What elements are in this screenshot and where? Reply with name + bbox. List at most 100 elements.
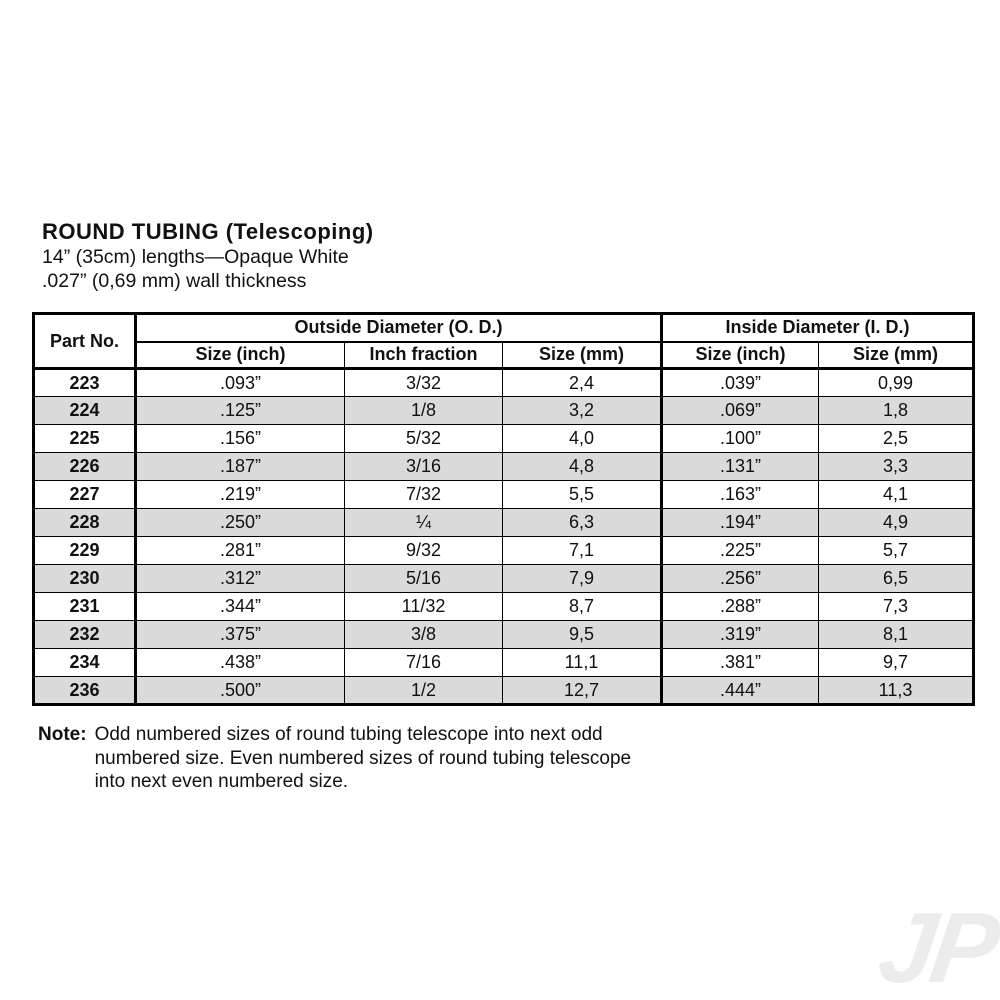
table-cell: .069” [661,396,820,425]
cell-part-no: 236 [33,676,137,705]
column-header-od-size-mm: Size (mm) [501,341,664,370]
table-cell: 11,3 [818,676,975,705]
cell-part-no: 228 [33,508,137,537]
table-cell: 1,8 [818,396,975,425]
table-cell: 4,9 [818,508,975,537]
table-cell: 7,1 [501,536,664,565]
table-cell: .312” [135,564,345,593]
table-cell: .125” [135,396,345,425]
table-cell: 3,2 [501,396,664,425]
table-cell: .500” [135,676,345,705]
table-cell: 7,9 [501,564,664,593]
note-label: Note: [38,724,87,745]
table-cell: .093” [135,368,345,397]
table-row: 228.250” ¼ 6,3.194” 4,9 [33,508,975,537]
table-cell: .288” [661,592,820,621]
cell-part-no: 226 [33,452,137,481]
note-text: Odd numbered sizes of round tubing teles… [94,724,632,792]
table-cell: .194” [661,508,820,537]
table-cell: 3/16 [344,452,503,481]
table-cell: 9,5 [501,620,664,649]
table-cell: 0,99 [818,368,975,397]
table-row: 231.344” 11/32 8,7.288” 7,3 [33,592,975,621]
table-cell: 9,7 [818,648,975,677]
table-row: 226.187” 3/16 4,8.131” 3,3 [33,452,975,481]
table-cell: 7/16 [344,648,503,677]
table-subheader-row: Size (inch) Inch fraction Size (mm) Size… [34,341,975,370]
table-cell: .219” [135,480,345,509]
tubing-size-table: Part No. Outside Diameter (O. D.) Inside… [32,312,976,706]
table-body: 223.093” 3/32 2,4.039” 0,99 224.125” 1/8 3,2.0… [33,368,975,705]
table-row: 230.312” 5/16 7,9.256” 6,5 [33,564,975,593]
table-cell: 9/32 [344,536,503,565]
table-cell: .438” [135,648,345,677]
table-group-header-row: Part No. Outside Diameter (O. D.) Inside… [33,313,975,370]
note: Note: Odd numbered sizes of round tubing… [38,723,657,794]
subtitle-wall-thickness: .027” (0,69 mm) wall thickness [42,270,307,292]
table-row: 232.375” 3/8 9,5.319” 8,1 [33,620,975,649]
column-header-part-no: Part No. [33,313,137,370]
table-cell: ¼ [344,508,503,537]
cell-part-no: 223 [33,368,137,397]
table-cell: 11,1 [501,648,664,677]
table-cell: .381” [661,648,820,677]
subtitle-lengths: 14” (35cm) lengths—Opaque White [42,246,349,268]
table-cell: 8,1 [818,620,975,649]
table-cell: .375” [135,620,345,649]
column-group-outside-diameter: Outside Diameter (O. D.) [134,313,664,343]
table-cell: 2,5 [818,424,975,453]
table-row: 225.156” 5/32 4,0.100” 2,5 [33,424,975,453]
table-cell: .281” [135,536,345,565]
table-cell: .163” [661,480,820,509]
page-title: ROUND TUBING (Telescoping) [42,219,374,244]
cell-part-no: 229 [33,536,137,565]
column-header-od-inch-fraction: Inch fraction [344,341,503,370]
table-cell: .256” [661,564,820,593]
table-cell: 5,7 [818,536,975,565]
table-cell: 1/8 [344,396,503,425]
table-cell: 7/32 [344,480,503,509]
table-cell: 12,7 [501,676,664,705]
table-row: 234.438” 7/16 11,1.381” 9,7 [33,648,975,677]
cell-part-no: 224 [33,396,137,425]
table-cell: 3,3 [818,452,975,481]
table-cell: .187” [135,452,345,481]
table-cell: .344” [135,592,345,621]
table-cell: 6,5 [818,564,975,593]
title-block: ROUND TUBING (Telescoping) 14” (35cm) le… [42,219,374,293]
table-cell: 4,0 [501,424,664,453]
cell-part-no: 234 [33,648,137,677]
table-cell: 4,8 [501,452,664,481]
jp-logo-watermark: JP [871,892,1000,1000]
table-row: 224.125” 1/8 3,2.069” 1,8 [33,396,975,425]
table-cell: 7,3 [818,592,975,621]
table-cell: .225” [661,536,820,565]
cell-part-no: 232 [33,620,137,649]
table-row: 223.093” 3/32 2,4.039” 0,99 [33,368,975,397]
cell-part-no: 225 [33,424,137,453]
table-cell: 5/16 [344,564,503,593]
table-cell: .100” [661,424,820,453]
table-cell: 2,4 [501,368,664,397]
column-header-od-size-inch: Size (inch) [135,341,345,370]
table-header: Part No. Outside Diameter (O. D.) Inside… [33,313,975,370]
column-header-id-size-mm: Size (mm) [818,341,975,370]
table-row: 236.500” 1/2 12,7.444” 11,3 [33,676,975,705]
column-group-inside-diameter: Inside Diameter (I. D.) [661,313,975,343]
table-cell: 3/32 [344,368,503,397]
table-cell: .131” [661,452,820,481]
table-cell: 6,3 [501,508,664,537]
table-cell: 3/8 [344,620,503,649]
table-cell: .444” [661,676,820,705]
cell-part-no: 231 [33,592,137,621]
table-cell: 11/32 [344,592,503,621]
table-cell: 8,7 [501,592,664,621]
cell-part-no: 230 [33,564,137,593]
column-header-id-size-inch: Size (inch) [661,341,820,370]
table-cell: .156” [135,424,345,453]
table-cell: 5,5 [501,480,664,509]
table-row: 229.281” 9/32 7,1.225” 5,7 [33,536,975,565]
table-row: 227.219” 7/32 5,5.163” 4,1 [33,480,975,509]
table-cell: .319” [661,620,820,649]
